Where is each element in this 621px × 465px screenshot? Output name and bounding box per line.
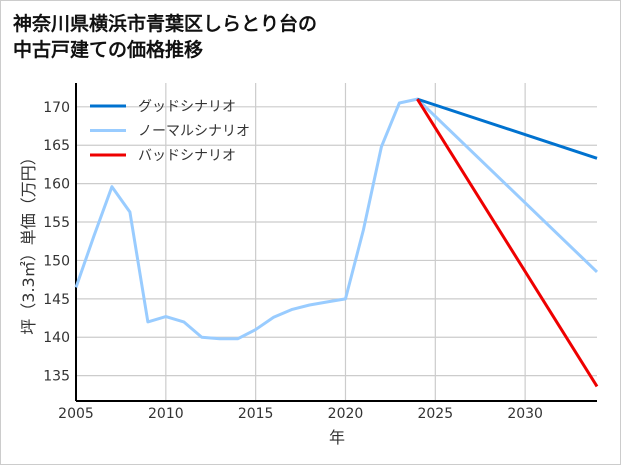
y-tick-label: 135 — [43, 369, 70, 385]
legend-label: ノーマルシナリオ — [138, 124, 250, 140]
x-tick-label: 2005 — [58, 406, 94, 422]
x-tick-label: 2015 — [238, 406, 274, 422]
y-tick-label: 145 — [43, 292, 70, 308]
series-line — [416, 97, 598, 160]
x-tick-label: 2025 — [417, 406, 453, 422]
x-tick-label: 2020 — [328, 406, 364, 422]
y-tick-label: 165 — [43, 138, 70, 154]
y-tick-label: 170 — [43, 100, 70, 116]
legend-label: グッドシナリオ — [138, 99, 236, 115]
x-tick-label: 2030 — [507, 406, 543, 422]
y-tick-label: 150 — [43, 253, 70, 269]
legend-label: バッドシナリオ — [138, 148, 236, 164]
x-tick-label: 2010 — [148, 406, 184, 422]
series-line — [416, 98, 599, 388]
y-axis-label: 坪（3.3㎡）単価（万円） — [19, 149, 38, 334]
y-tick-label: 140 — [43, 330, 70, 346]
x-axis-label: 年 — [329, 428, 345, 447]
series-line — [74, 97, 599, 341]
y-tick-label: 160 — [43, 177, 70, 193]
y-tick-label: 155 — [43, 215, 70, 231]
chart-title: 神奈川県横浜市青葉区しらとり台の 中古戸建ての価格推移 — [13, 13, 318, 61]
